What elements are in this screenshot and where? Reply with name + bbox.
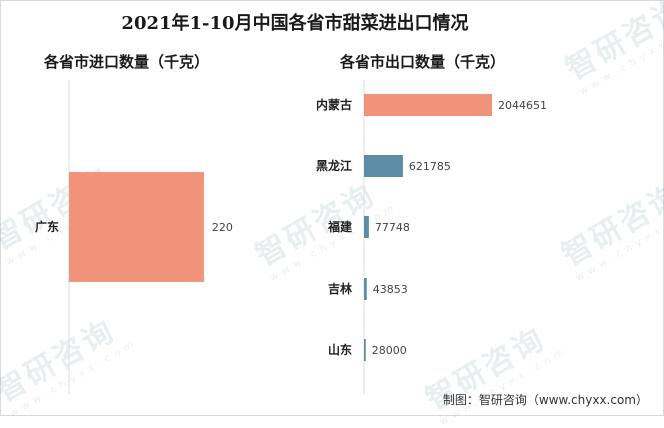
import-bar	[69, 172, 204, 282]
export-chart-title: 各省市出口数量（千克）	[340, 53, 506, 71]
export-bar	[364, 339, 366, 361]
import-value-label: 220	[212, 221, 233, 234]
page-title: 2021年1-10月中国各省市甜菜进出口情况	[121, 13, 469, 34]
export-category-label: 黑龙江	[316, 158, 352, 173]
export-category-label: 吉林	[328, 281, 352, 296]
export-value-label: 28000	[372, 344, 407, 357]
footer-credit: 制图：智研咨询（www.chyxx.com）	[442, 393, 648, 407]
export-bar	[364, 155, 403, 177]
import-category-label: 广东	[35, 219, 59, 234]
export-value-label: 2044651	[498, 99, 547, 112]
import-chart-title: 各省市进口数量（千克）	[44, 53, 210, 71]
export-bar	[364, 216, 369, 238]
export-bar	[364, 94, 492, 116]
export-bar	[364, 278, 367, 300]
export-category-label: 福建	[327, 219, 353, 234]
chart-canvas: 广东 220 内蒙古 2044651 黑龙江 621785 福建 77748 吉林 43853 山东…	[35, 80, 547, 394]
export-category-label: 内蒙古	[316, 97, 352, 112]
export-value-label: 43853	[373, 283, 408, 296]
export-value-label: 621785	[409, 160, 451, 173]
export-category-label: 山东	[328, 342, 352, 357]
export-value-label: 77748	[375, 221, 410, 234]
